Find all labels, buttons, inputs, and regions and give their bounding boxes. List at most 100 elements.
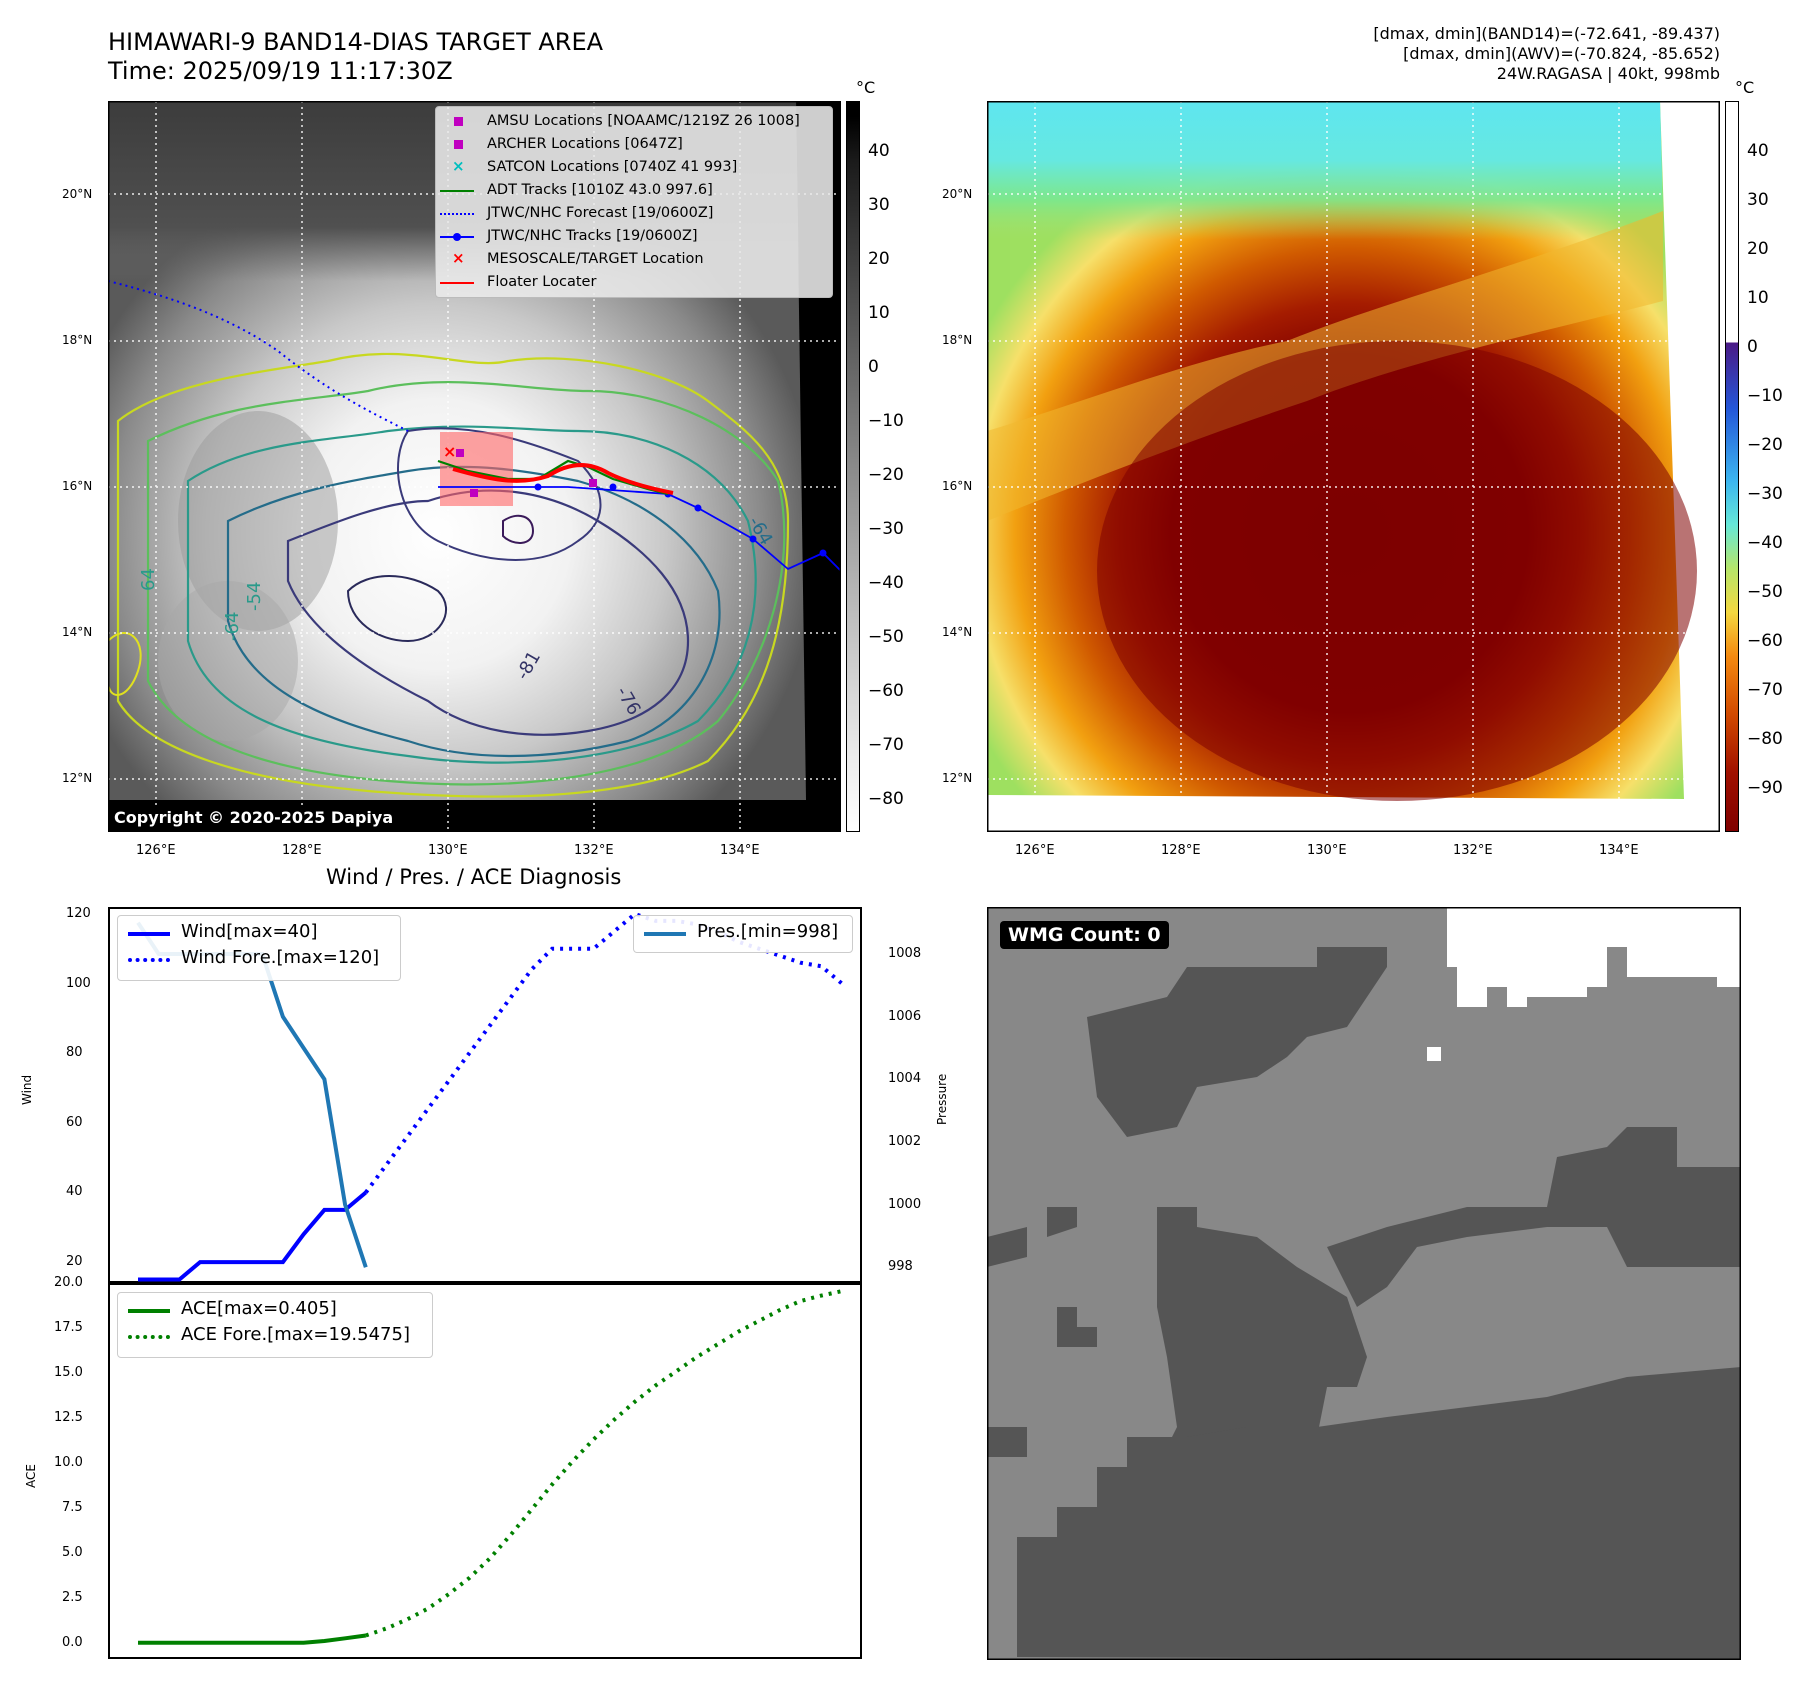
svg-text:×: × — [443, 442, 456, 461]
ace-tick: 15.0 — [54, 1364, 83, 1380]
awv-lat-tick: 14°N — [942, 625, 973, 639]
ir-colorbar-tick: −60 — [868, 681, 904, 701]
wind-tick: 40 — [66, 1184, 83, 1200]
pressure-legend: Pres.[min=998] — [633, 915, 853, 953]
legend-row-floater: Floater Locater — [436, 272, 832, 294]
ir-lat-tick: 16°N — [62, 479, 93, 493]
awv-colorbar-tick: −30 — [1747, 484, 1783, 504]
pressure-tick: 998 — [888, 1259, 913, 1275]
wind-legend: Wind[max=40] Wind Fore.[max=120] — [117, 915, 401, 981]
diagnosis-title: Wind / Pres. / ACE Diagnosis — [326, 865, 622, 889]
pressure-legend-swatch — [644, 932, 686, 936]
legend-marker-tracks-dot — [453, 233, 461, 241]
ace-tick: 12.5 — [54, 1409, 83, 1425]
contour-label: -54 — [244, 582, 265, 611]
awv-lat-tick: 18°N — [942, 333, 973, 347]
awv-colorbar-tick: 0 — [1747, 337, 1758, 357]
awv-colorbar-tick: 20 — [1747, 239, 1769, 259]
legend-label-amsu: AMSU Locations [NOAAMC/1219Z 26 1008] — [487, 113, 800, 129]
ace-tick: 10.0 — [54, 1454, 83, 1470]
awv-colorbar-tick: −80 — [1747, 729, 1783, 749]
ir-colorbar-tick: −10 — [868, 411, 904, 431]
ir-colorbar-tick: 30 — [868, 195, 890, 215]
ace-tick: 17.5 — [54, 1319, 83, 1335]
ir-lat-tick: 12°N — [62, 771, 93, 785]
wmg-grid-map — [987, 907, 1741, 1660]
legend-row-forecast: JTWC/NHC Forecast [19/0600Z] — [436, 203, 832, 225]
legend-label-mesoscale: MESOSCALE/TARGET Location — [487, 251, 704, 267]
legend-marker-adt — [440, 190, 474, 192]
ir-lon-tick: 134°E — [720, 843, 760, 858]
awv-colorbar-tick: 30 — [1747, 190, 1769, 210]
ace-tick: 5.0 — [62, 1544, 83, 1560]
legend-marker-forecast — [440, 213, 474, 215]
pressure-tick: 1000 — [888, 1196, 922, 1212]
awv-colorbar-tick: −20 — [1747, 435, 1783, 455]
ir-colorbar-tick: 20 — [868, 249, 890, 269]
wind-tick: 60 — [66, 1114, 83, 1130]
wind-forecast-series — [364, 911, 844, 1194]
legend-row-mesoscale: × MESOSCALE/TARGET Location — [436, 249, 832, 271]
awv-lon-tick: 130°E — [1307, 843, 1347, 858]
ir-colorbar-tick: −80 — [868, 789, 904, 809]
awv-lon-tick: 126°E — [1015, 843, 1055, 858]
ace-forecast-series — [365, 1289, 843, 1638]
legend-label-archer: ARCHER Locations [0647Z] — [487, 136, 683, 152]
wmg-count-badge: WMG Count: 0 — [1000, 921, 1169, 949]
contour-label: -64 — [222, 612, 243, 641]
ace-tick: 20.0 — [54, 1275, 83, 1290]
map-legend: AMSU Locations [NOAAMC/1219Z 26 1008] AR… — [435, 106, 833, 298]
ace-legend-swatch — [128, 1309, 170, 1313]
legend-marker-floater — [440, 282, 474, 284]
wind-fore-legend-label: Wind Fore.[max=120] — [181, 947, 380, 968]
ace-fore-legend-swatch — [128, 1335, 170, 1339]
wind-tick: 120 — [66, 905, 91, 921]
awv-lat-tick: 16°N — [942, 479, 973, 493]
pressure-tick: 1004 — [888, 1071, 922, 1087]
ace-tick: 0.0 — [62, 1634, 83, 1650]
dmax-band14-info: [dmax, dmin](BAND14)=(-72.641, -89.437) — [1373, 24, 1720, 43]
ir-lon-tick: 126°E — [136, 843, 176, 858]
ace-legend-label: ACE[max=0.405] — [181, 1298, 337, 1319]
map-title-line2: Time: 2025/09/19 11:17:30Z — [108, 57, 453, 85]
pressure-legend-label: Pres.[min=998] — [697, 921, 839, 942]
wind-legend-swatch — [128, 932, 170, 936]
wind-legend-label: Wind[max=40] — [181, 921, 318, 942]
dmax-awv-info: [dmax, dmin](AWV)=(-70.824, -85.652) — [1403, 44, 1720, 63]
ir-lon-tick: 132°E — [574, 843, 614, 858]
legend-label-tracks: JTWC/NHC Tracks [19/0600Z] — [487, 228, 698, 244]
legend-marker-mesoscale: × — [452, 249, 465, 267]
awv-lat-tick: 12°N — [942, 771, 973, 785]
ace-series — [138, 1633, 367, 1645]
pressure-tick: 1002 — [888, 1134, 922, 1149]
awv-colorbar-tick: 40 — [1747, 141, 1769, 161]
legend-marker-archer — [454, 140, 463, 149]
wind-tick: 80 — [66, 1045, 83, 1061]
pressure-axis-label: Pressure — [935, 1073, 949, 1125]
legend-marker-amsu — [454, 117, 463, 126]
ir-colorbar-tick: 10 — [868, 303, 890, 323]
awv-lon-tick: 132°E — [1453, 843, 1493, 858]
ir-colorbar-tick: −70 — [868, 735, 904, 755]
legend-label-floater: Floater Locater — [487, 274, 597, 290]
ir-colorbar-tick: −40 — [868, 573, 904, 593]
wind-fore-legend-swatch — [128, 958, 170, 962]
awv-lat-tick: 20°N — [942, 187, 973, 201]
awv-water-vapor-map — [987, 101, 1720, 832]
storm-info: 24W.RAGASA | 40kt, 998mb — [1496, 64, 1720, 83]
pressure-tick: 1006 — [888, 1008, 922, 1024]
ir-colorbar-unit: °C — [856, 78, 876, 97]
wind-tick: 100 — [66, 975, 91, 991]
ir-colorbar — [846, 101, 860, 832]
legend-label-adt: ADT Tracks [1010Z 43.0 997.6] — [487, 182, 713, 198]
awv-colorbar-tick: 10 — [1747, 288, 1769, 308]
map-title-line1: HIMAWARI-9 BAND14-DIAS TARGET AREA — [108, 28, 604, 56]
ace-tick: 2.5 — [62, 1589, 83, 1605]
contour-label: 64 — [138, 568, 159, 591]
ace-fore-legend-label: ACE Fore.[max=19.5475] — [181, 1324, 410, 1345]
ir-lon-tick: 130°E — [428, 843, 468, 858]
legend-row-adt: ADT Tracks [1010Z 43.0 997.6] — [436, 180, 832, 202]
ir-lat-tick: 20°N — [62, 187, 93, 201]
legend-row-archer: ARCHER Locations [0647Z] — [436, 134, 832, 156]
pressure-tick: 1008 — [888, 946, 922, 961]
